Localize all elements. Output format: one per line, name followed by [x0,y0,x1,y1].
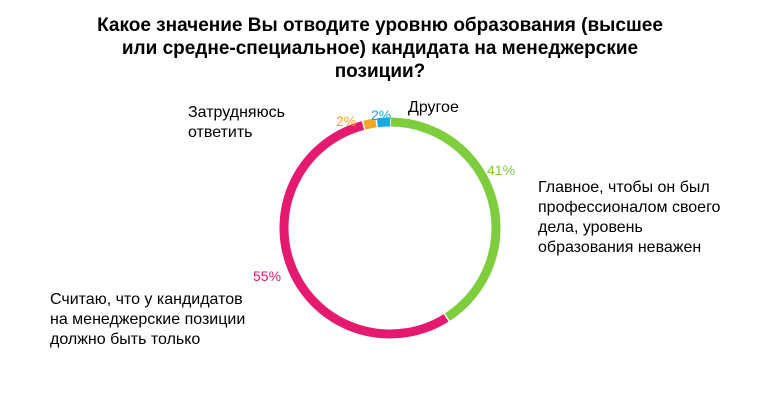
slice-label-required-line-3: должно быть только [50,331,201,348]
slice-label-other-line-1: Другое [408,99,459,116]
chart-title: Какое значение Вы отводите уровню образо… [60,14,700,83]
slice-label-required-line-2: на менеджерские позиции [50,311,246,328]
slice-professional [389,117,501,322]
slice-label-other: Другое [408,98,459,118]
slice-separator [443,312,451,323]
slice-label-professional: Главное, чтобы он был профессионалом сво… [538,178,720,258]
slice-label-hard-to-say-line-1: Затрудняюсь [188,104,285,121]
slice-label-professional-line-3: дела, уровень [538,219,643,236]
slice-label-professional-line-4: образования неважен [538,239,702,256]
slice-label-professional-line-2: профессионалом своего [538,199,721,216]
slice-label-required: Считаю, что у кандидатов на менеджерские… [50,290,245,350]
slice-label-hard-to-say: Затрудняюсь ответить [188,103,285,143]
pct-label-other: 2% [371,107,392,123]
chart-title-line-1: Какое значение Вы отводите уровню образо… [97,15,663,36]
slice-label-hard-to-say-line-2: ответить [188,124,253,141]
pct-label-hard-to-say: 2% [336,113,357,129]
slice-required [279,120,450,339]
chart-title-line-3: позиции? [334,61,426,82]
pct-label-required: 55% [253,268,282,284]
slice-separator [361,119,366,131]
slice-label-professional-line-1: Главное, чтобы он был [538,179,710,196]
slice-hard-to-say [362,118,378,130]
pct-label-professional: 41% [487,162,516,178]
slice-separator [375,117,379,129]
chart-title-line-2: или средне-специальное) кандидата на мен… [121,38,639,59]
slice-label-required-line-1: Считаю, что у кандидатов [50,291,243,308]
